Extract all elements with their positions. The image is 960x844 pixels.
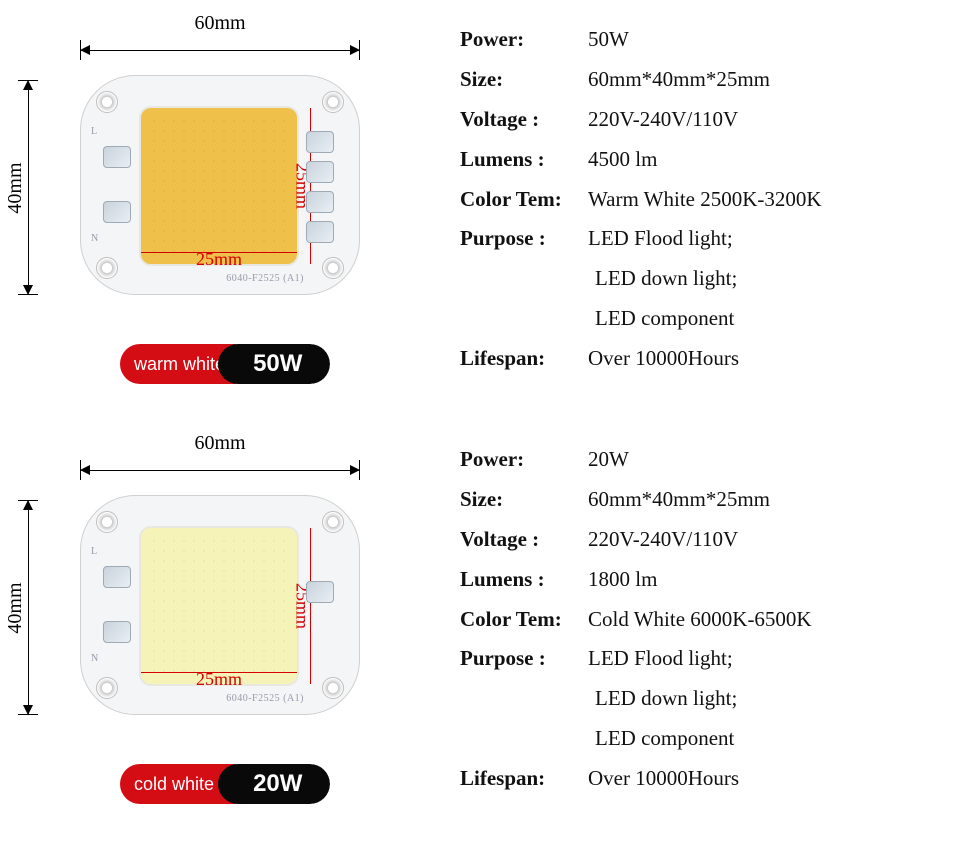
inner-dim-v: 25mm xyxy=(297,528,315,684)
inner-dim-h: 25mm xyxy=(141,668,297,686)
solder-pad-icon xyxy=(103,566,131,588)
spec-size: Size:60mm*40mm*25mm xyxy=(460,480,950,520)
spec-purpose-3: LED component xyxy=(460,719,950,759)
product-row-cold: 60mm 40mm L N 6040-F2525 (A1) 25mm 25mm xyxy=(0,420,960,840)
dim-width-label: 60mm xyxy=(80,432,360,455)
specs-col: Power:50W Size:60mm*40mm*25mm Voltage :2… xyxy=(460,0,960,420)
mount-hole-icon xyxy=(96,257,118,279)
dim-width-label: 60mm xyxy=(80,12,360,35)
spec-power: Power:50W xyxy=(460,20,950,60)
spec-purpose-2: LED down light; xyxy=(460,679,950,719)
light-area: 25mm 25mm xyxy=(139,526,299,686)
spec-lifespan: Lifespan:Over 10000Hours xyxy=(460,339,950,379)
pcb-code: 6040-F2525 (A1) xyxy=(226,273,304,284)
spec-power: Power:20W xyxy=(460,440,950,480)
dim-height-label: 40mm xyxy=(4,162,27,213)
light-area: 25mm 25mm xyxy=(139,106,299,266)
variant-badge: cold white 20W xyxy=(120,764,330,804)
solder-pad-icon xyxy=(306,131,334,153)
spec-purpose: Purpose :LED Flood light; xyxy=(460,639,950,679)
badge-watt: 50W xyxy=(218,344,331,384)
mount-hole-icon xyxy=(96,677,118,699)
mount-hole-icon xyxy=(322,257,344,279)
diagram-col: 60mm 40mm L N 6040-F2525 (A1) 25mm 25mm xyxy=(0,0,460,420)
solder-pad-icon xyxy=(306,581,334,603)
mount-hole-icon xyxy=(96,511,118,533)
spec-voltage: Voltage :220V-240V/110V xyxy=(460,520,950,560)
solder-pad-icon xyxy=(306,221,334,243)
mount-hole-icon xyxy=(322,677,344,699)
dim-width: 60mm xyxy=(80,40,360,70)
pcb-code: 6040-F2525 (A1) xyxy=(226,693,304,704)
spec-purpose-3: LED component xyxy=(460,299,950,339)
variant-badge: warm white 50W xyxy=(120,344,330,384)
terminal-n: N xyxy=(91,233,98,244)
terminal-l: L xyxy=(91,126,97,137)
spec-lumens: Lumens :1800 lm xyxy=(460,560,950,600)
spec-lumens: Lumens :4500 lm xyxy=(460,140,950,180)
badge-watt: 20W xyxy=(218,764,331,804)
solder-pad-icon xyxy=(103,146,131,168)
terminal-l: L xyxy=(91,546,97,557)
terminal-n: N xyxy=(91,653,98,664)
solder-pad-icon xyxy=(103,621,131,643)
product-row-warm: 60mm 40mm L N 6040-F2525 (A1) 25mm 25mm xyxy=(0,0,960,420)
mount-hole-icon xyxy=(96,91,118,113)
dim-height-label: 40mm xyxy=(4,582,27,633)
dim-width: 60mm xyxy=(80,460,360,490)
spec-lifespan: Lifespan:Over 10000Hours xyxy=(460,759,950,799)
solder-pad-icon xyxy=(103,201,131,223)
spec-purpose-2: LED down light; xyxy=(460,259,950,299)
mount-hole-icon xyxy=(322,91,344,113)
spec-purpose: Purpose :LED Flood light; xyxy=(460,219,950,259)
spec-voltage: Voltage :220V-240V/110V xyxy=(460,100,950,140)
led-chip: L N 6040-F2525 (A1) 25mm 25mm xyxy=(80,75,360,295)
solder-pad-icon xyxy=(306,191,334,213)
spec-colortem: Color Tem:Cold White 6000K-6500K xyxy=(460,600,950,640)
mount-hole-icon xyxy=(322,511,344,533)
spec-size: Size:60mm*40mm*25mm xyxy=(460,60,950,100)
solder-pad-icon xyxy=(306,161,334,183)
inner-dim-h: 25mm xyxy=(141,248,297,266)
dim-height: 40mm xyxy=(18,80,48,295)
spec-colortem: Color Tem:Warm White 2500K-3200K xyxy=(460,180,950,220)
dim-height: 40mm xyxy=(18,500,48,715)
diagram-col: 60mm 40mm L N 6040-F2525 (A1) 25mm 25mm xyxy=(0,420,460,840)
led-chip: L N 6040-F2525 (A1) 25mm 25mm xyxy=(80,495,360,715)
specs-col: Power:20W Size:60mm*40mm*25mm Voltage :2… xyxy=(460,420,960,840)
